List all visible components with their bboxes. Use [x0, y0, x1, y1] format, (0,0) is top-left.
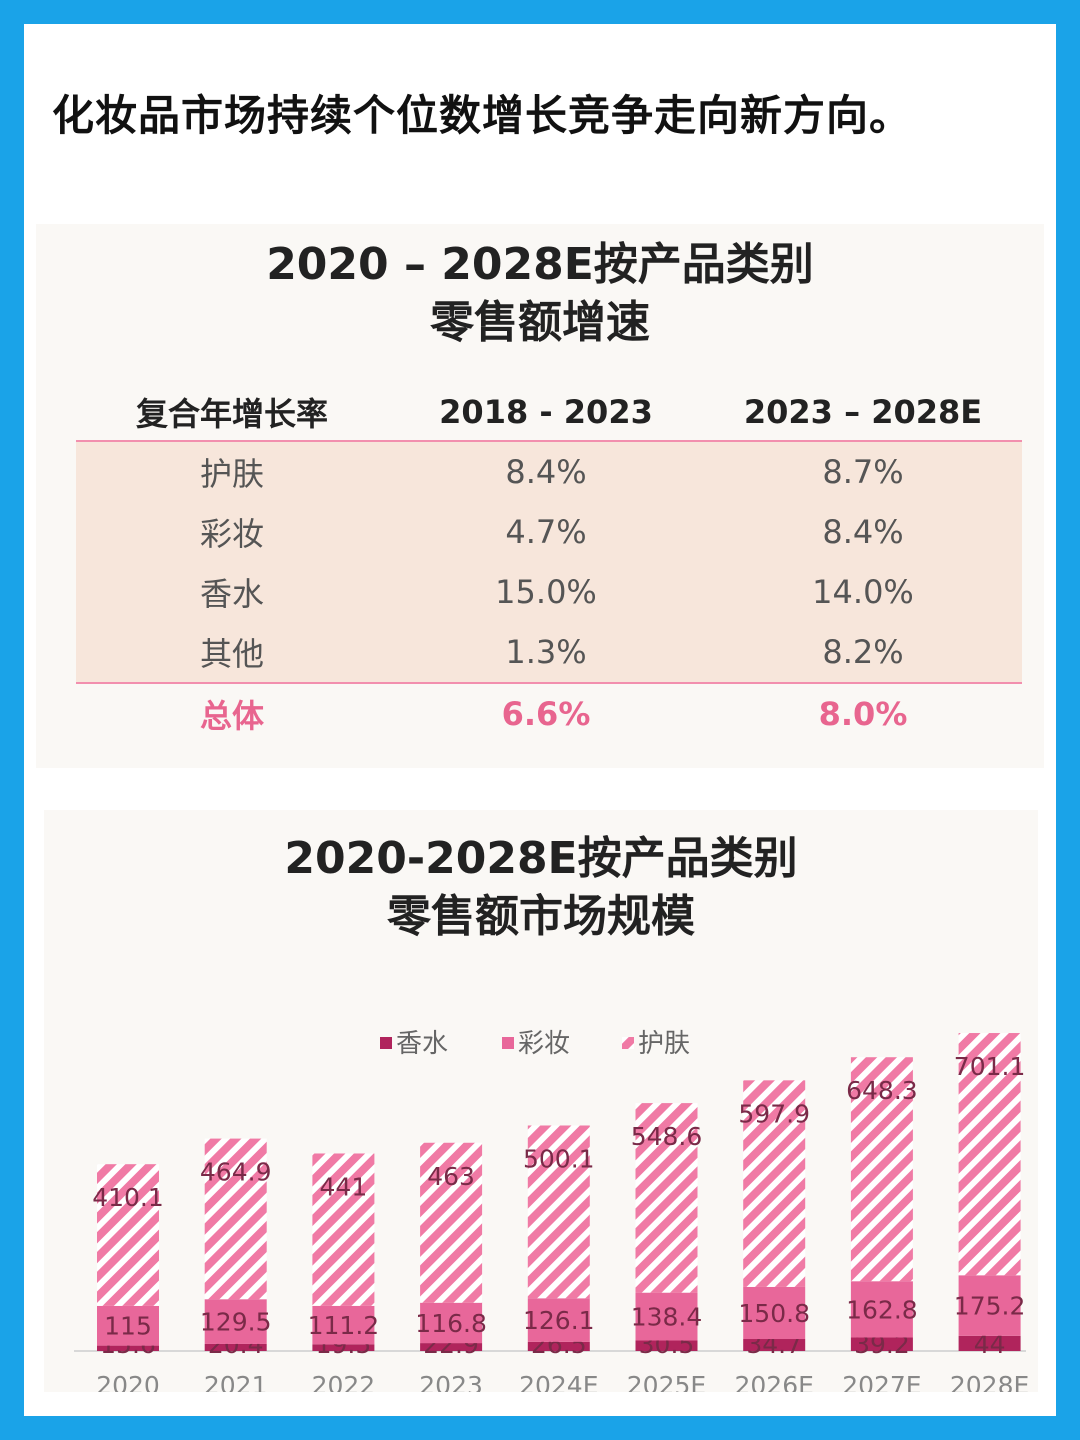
table-row: 香水 15.0% 14.0%: [76, 562, 1022, 622]
data-label: 150.8: [738, 1299, 810, 1328]
row-label: 彩妆: [199, 515, 264, 553]
bar-segment: [743, 1286, 806, 1340]
row-value-2: 14.0%: [812, 573, 914, 611]
bar-segment: [204, 1299, 267, 1344]
header-cagr: 复合年增长率: [135, 395, 328, 433]
total-divider: [76, 682, 1022, 684]
bar-segment: [635, 1292, 698, 1341]
data-label: 463: [427, 1162, 475, 1191]
bar-segment: [850, 1281, 913, 1338]
bar-segment: [97, 1164, 159, 1306]
growth-table-title-line2: 零售额增速: [430, 297, 650, 348]
bar-segment: [420, 1142, 483, 1303]
bar-segment: [743, 1339, 806, 1351]
data-label: 126.1: [523, 1306, 595, 1335]
bar-segment: [97, 1305, 159, 1346]
x-tick-label: 2022: [312, 1371, 376, 1392]
bar-segment: [958, 1275, 1021, 1336]
bar-segment: [635, 1103, 698, 1293]
bar-segment: [743, 1080, 806, 1287]
bar-segment: [850, 1337, 913, 1351]
header-period-2: 2023 – 2028E: [743, 393, 983, 431]
bar-segment: [527, 1298, 590, 1342]
x-tick-label: 2025E: [627, 1371, 706, 1392]
data-label: 648.3: [846, 1076, 918, 1105]
total-value-2: 8.0%: [818, 695, 908, 733]
x-tick-label: 2024E: [519, 1371, 598, 1392]
legend-swatch: [502, 1037, 514, 1049]
row-value-1: 15.0%: [495, 573, 597, 611]
data-label: 138.4: [631, 1303, 703, 1332]
market-size-panel: 2020-2028E按产品类别 零售额市场规模 香水彩妆护肤15.6115410…: [44, 810, 1038, 1392]
total-label: 总体: [199, 697, 264, 735]
header-period-1: 2018 - 2023: [439, 393, 653, 431]
bar-segment: [97, 1345, 159, 1351]
row-value-1: 1.3%: [505, 633, 587, 671]
data-label: 500.1: [523, 1144, 595, 1173]
bar-segment: [958, 1335, 1021, 1351]
x-tick-label: 2028E: [950, 1371, 1029, 1392]
row-label: 护肤: [199, 455, 264, 493]
x-tick-label: 2023: [419, 1371, 483, 1392]
data-label: 701.1: [954, 1052, 1026, 1081]
chart-title-line2: 零售额市场规模: [387, 891, 695, 942]
row-label: 其他: [199, 635, 264, 673]
legend-label: 彩妆: [518, 1029, 570, 1059]
headline: 化妆品市场持续个位数增长竞争走向新方向。: [52, 91, 913, 140]
row-value-2: 8.4%: [822, 513, 904, 551]
bar-segment: [850, 1057, 913, 1282]
bar-segment: [420, 1343, 483, 1351]
data-label: 441: [320, 1172, 368, 1201]
bar-segment: [312, 1305, 375, 1345]
bar-segment: [527, 1125, 590, 1299]
table-total-row: 总体 6.6% 8.0%: [76, 684, 1022, 744]
data-label: 129.5: [200, 1308, 272, 1337]
table-row: 彩妆 4.7% 8.4%: [76, 502, 1022, 562]
growth-table-title-line1: 2020 – 2028E按产品类别: [266, 239, 814, 290]
data-label: 410.1: [92, 1183, 164, 1212]
data-label: 116.8: [415, 1309, 487, 1338]
row-value-2: 8.2%: [822, 633, 904, 671]
table-row: 护肤 8.4% 8.7%: [76, 442, 1022, 502]
x-tick-label: 2026E: [734, 1371, 813, 1392]
stacked-bar-chart: 香水彩妆护肤15.6115410.1202020.4129.5464.92021…: [74, 1029, 1029, 1392]
bar-segment: [420, 1302, 483, 1344]
bar-segment: [527, 1341, 590, 1351]
header-divider: [76, 440, 1022, 442]
growth-rate-panel: 2020 – 2028E按产品类别 零售额增速 复合年增长率 2018 - 20…: [36, 224, 1044, 768]
growth-rate-table: 复合年增长率 2018 - 2023 2023 – 2028E 护肤 8.4% …: [76, 384, 1022, 744]
data-label: 111.2: [308, 1311, 380, 1340]
x-tick-label: 2020: [96, 1371, 160, 1392]
data-label: 464.9: [200, 1158, 272, 1187]
row-label: 香水: [199, 575, 264, 613]
data-label: 597.9: [738, 1099, 810, 1128]
data-label: 162.8: [846, 1295, 918, 1324]
row-value-2: 8.7%: [822, 453, 904, 491]
legend-swatch: [622, 1037, 634, 1049]
table-header-row: 复合年增长率 2018 - 2023 2023 – 2028E: [76, 384, 1022, 440]
row-value-1: 8.4%: [505, 453, 587, 491]
table-row: 其他 1.3% 8.2%: [76, 622, 1022, 682]
legend-swatch: [380, 1037, 392, 1049]
content-card: 化妆品市场持续个位数增长竞争走向新方向。 2020 – 2028E按产品类别 零…: [24, 24, 1056, 1416]
bar-segment: [635, 1340, 698, 1351]
bar-segment: [958, 1033, 1021, 1276]
bar-segment: [204, 1138, 267, 1300]
bar-segment: [204, 1343, 267, 1351]
data-label: 548.6: [631, 1122, 703, 1151]
total-value-1: 6.6%: [501, 695, 591, 733]
data-label: 115: [104, 1312, 152, 1341]
bar-segment: [312, 1344, 375, 1351]
bar-segment: [312, 1153, 375, 1306]
legend-label: 香水: [396, 1029, 448, 1059]
legend-label: 护肤: [638, 1029, 690, 1059]
x-tick-label: 2021: [204, 1371, 268, 1392]
row-value-1: 4.7%: [505, 513, 587, 551]
chart-title-line1: 2020-2028E按产品类别: [284, 833, 798, 884]
data-label: 175.2: [954, 1292, 1026, 1321]
x-tick-label: 2027E: [842, 1371, 921, 1392]
